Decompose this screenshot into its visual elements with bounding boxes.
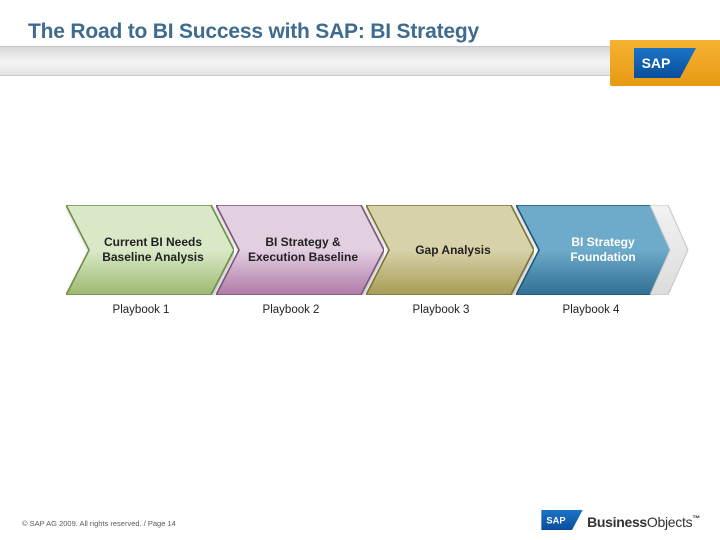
sap-logo-icon: SAP [634,48,696,78]
chevron-step-2: BI Strategy & Execution Baseline [216,205,384,295]
businessobjects-text: BusinessObjects™ [587,514,700,530]
playbook-caption-2: Playbook 2 [216,304,366,324]
footer-logo: SAP BusinessObjects™ [541,510,700,530]
sap-mini-icon: SAP [541,510,583,530]
footer-copyright: © SAP AG 2009. All rights reserved. / Pa… [22,519,176,528]
chevron-step-1: Current BI Needs Baseline Analysis [66,205,234,295]
svg-text:SAP: SAP [546,515,565,525]
brand-secondary: Objects [647,514,692,530]
playbook-caption-4: Playbook 4 [516,304,666,324]
slide: The Road to BI Success with SAP: BI Stra… [0,0,720,540]
trademark: ™ [692,514,700,523]
chevron-step-3: Gap Analysis [366,205,534,295]
caption-row: Playbook 1Playbook 2Playbook 3Playbook 4 [66,304,666,324]
chevron-label-3: Gap Analysis [366,205,534,295]
svg-text:SAP: SAP [642,55,671,71]
playbook-caption-1: Playbook 1 [66,304,216,324]
ghost-arrow-icon [650,205,690,295]
chevron-label-1: Current BI Needs Baseline Analysis [66,205,234,295]
chevron-label-2: BI Strategy & Execution Baseline [216,205,384,295]
chevron-row: Current BI Needs Baseline AnalysisBI Str… [66,205,666,295]
sap-logo-block: SAP [610,40,720,86]
brand-primary: Business [587,514,647,530]
playbook-caption-3: Playbook 3 [366,304,516,324]
